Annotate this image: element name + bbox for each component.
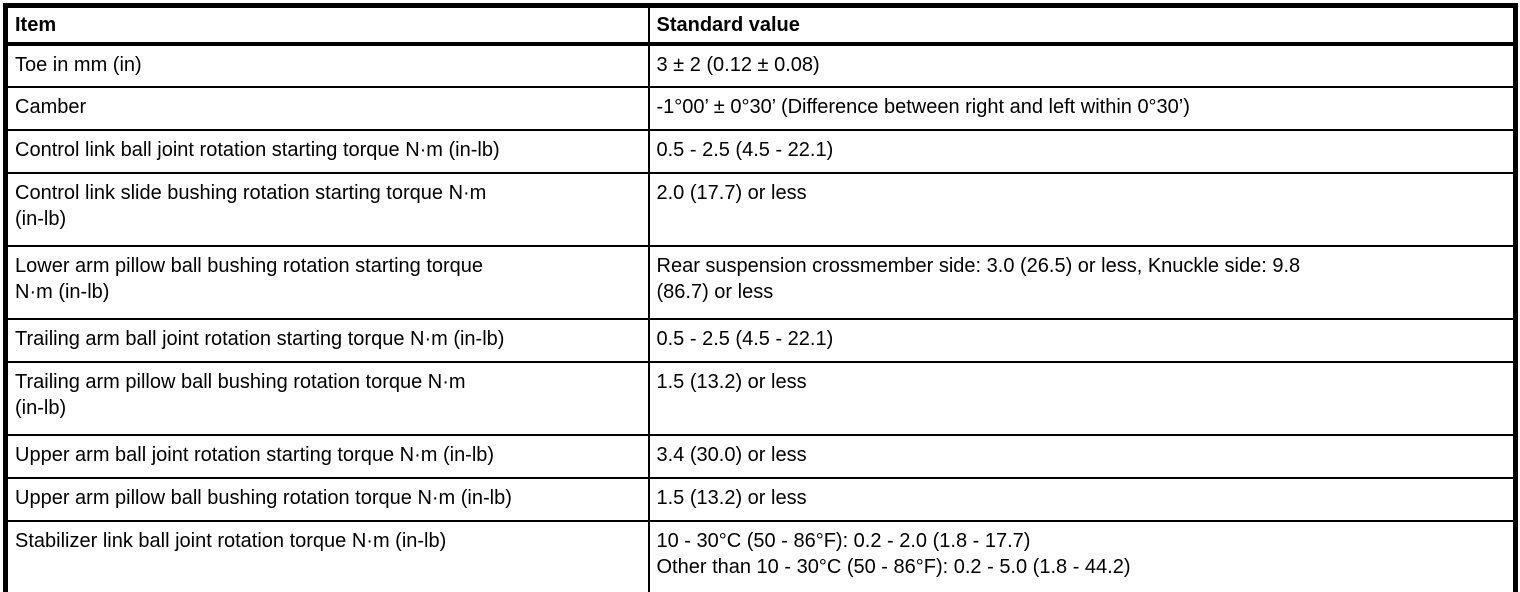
value-cell: 0.5 - 2.5 (4.5 - 22.1) <box>647 129 1517 174</box>
value-cell: 10 - 30°C (50 - 86°F): 0.2 - 2.0 (1.8 - … <box>647 520 1517 592</box>
table-row: Camber -1°00’ ± 0°30’ (Difference betwee… <box>4 86 1517 131</box>
table-row: Upper arm ball joint rotation starting t… <box>4 434 1517 479</box>
table-row: Lower arm pillow ball bushing rotation s… <box>4 245 1517 320</box>
item-cell: Lower arm pillow ball bushing rotation s… <box>4 245 650 320</box>
value-cell: -1°00’ ± 0°30’ (Difference between right… <box>647 86 1517 131</box>
value-cell: 2.0 (17.7) or less <box>647 172 1517 247</box>
item-cell: Stabilizer link ball joint rotation torq… <box>4 520 650 592</box>
header-row: Item Standard value <box>4 4 1517 46</box>
item-cell: Trailing arm ball joint rotation startin… <box>4 318 650 363</box>
table-row: Control link slide bushing rotation star… <box>4 172 1517 247</box>
item-cell: Upper arm pillow ball bushing rotation t… <box>4 477 650 522</box>
table-row: Trailing arm ball joint rotation startin… <box>4 318 1517 363</box>
column-header-standard-value: Standard value <box>647 4 1517 46</box>
item-cell: Toe in mm (in) <box>4 43 650 88</box>
item-cell: Camber <box>4 86 650 131</box>
item-cell: Upper arm ball joint rotation starting t… <box>4 434 650 479</box>
value-cell: 0.5 - 2.5 (4.5 - 22.1) <box>647 318 1517 363</box>
table-row: Upper arm pillow ball bushing rotation t… <box>4 477 1517 522</box>
table-row: Control link ball joint rotation startin… <box>4 129 1517 174</box>
column-header-item: Item <box>4 4 650 46</box>
value-cell: 3.4 (30.0) or less <box>647 434 1517 479</box>
item-cell: Control link slide bushing rotation star… <box>4 172 650 247</box>
value-cell: Rear suspension crossmember side: 3.0 (2… <box>647 245 1517 320</box>
table-row: Trailing arm pillow ball bushing rotatio… <box>4 361 1517 436</box>
value-cell: 3 ± 2 (0.12 ± 0.08) <box>647 43 1517 88</box>
item-cell: Trailing arm pillow ball bushing rotatio… <box>4 361 650 436</box>
table-row: Stabilizer link ball joint rotation torq… <box>4 520 1517 592</box>
value-cell: 1.5 (13.2) or less <box>647 361 1517 436</box>
table-row: Toe in mm (in) 3 ± 2 (0.12 ± 0.08) <box>4 43 1517 88</box>
item-cell: Control link ball joint rotation startin… <box>4 129 650 174</box>
standard-value-table: Item Standard value Toe in mm (in) 3 ± 2… <box>3 3 1518 592</box>
value-cell: 1.5 (13.2) or less <box>647 477 1517 522</box>
